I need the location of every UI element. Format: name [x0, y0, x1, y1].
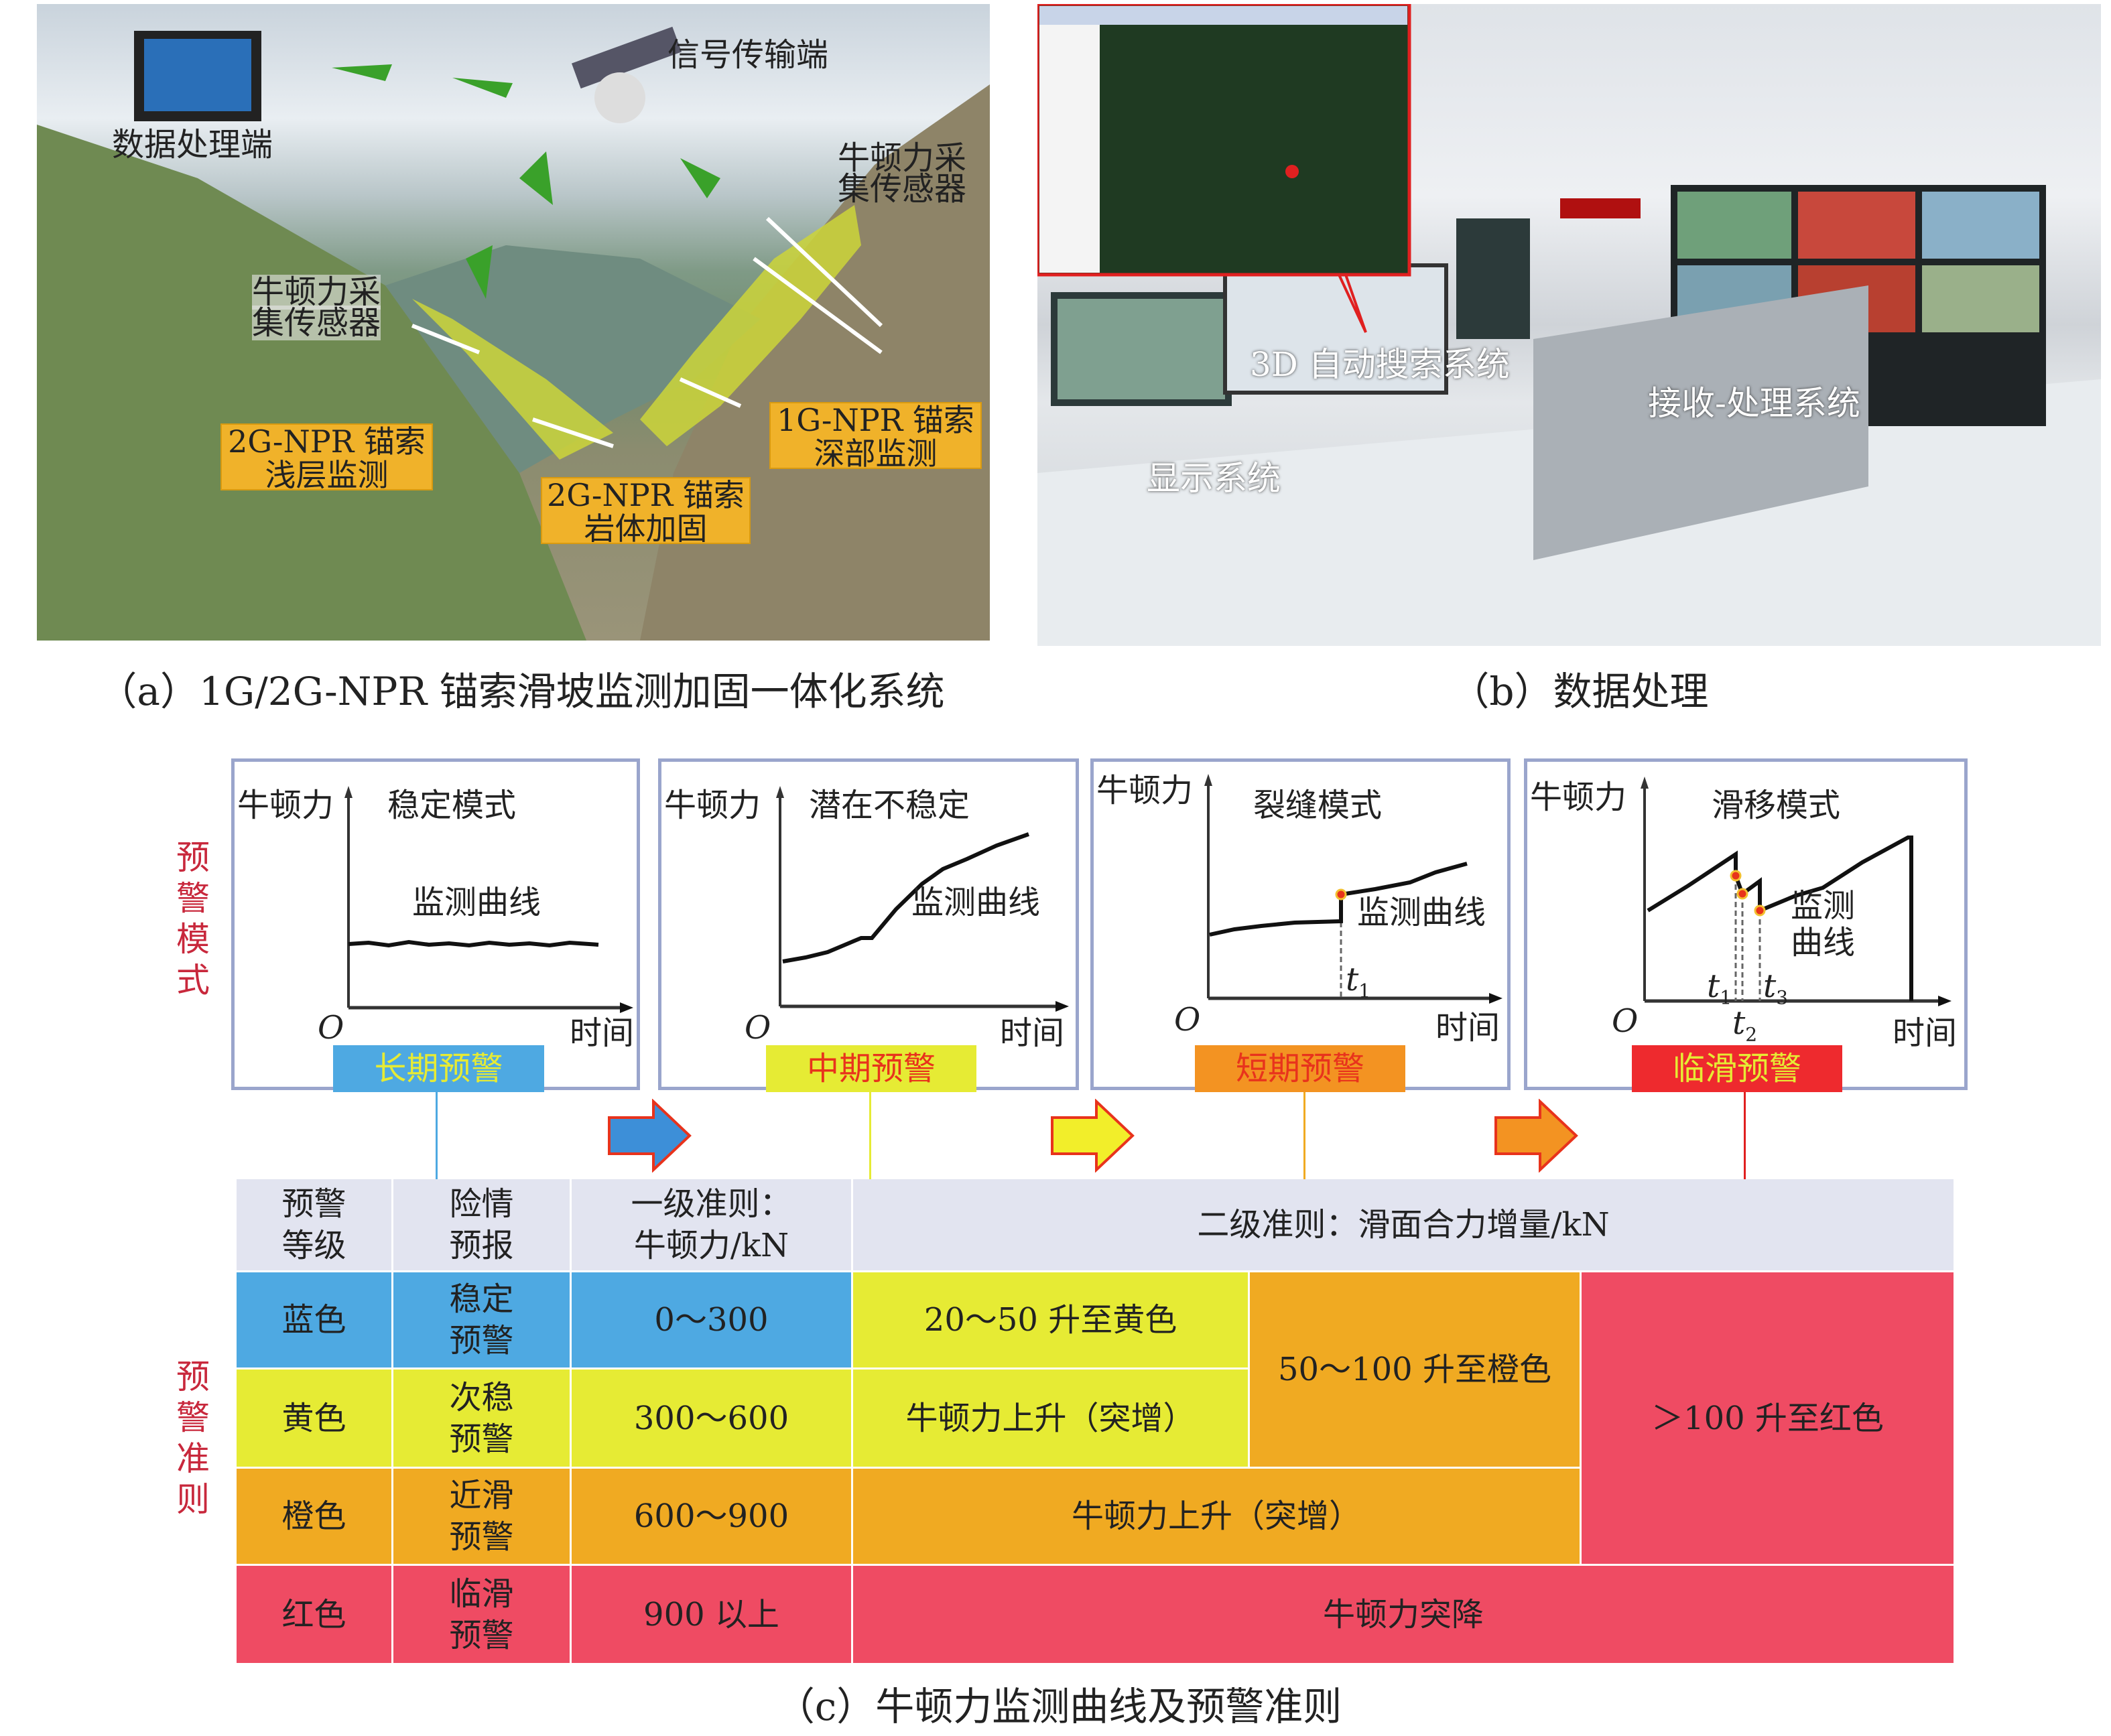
y-axis-label: 牛顿力 — [664, 787, 761, 824]
curve-label: 监测曲线 — [911, 884, 1041, 921]
sensor-left-label-1: 牛顿力采 — [252, 273, 381, 311]
t2-label: t2 — [1732, 1004, 1758, 1046]
arrow-right-icon-blue — [608, 1099, 692, 1173]
row-orange-secondary: 牛顿力上升（突增） — [853, 1469, 1582, 1566]
red-connector-line — [1744, 1032, 1746, 1292]
mode-panel-crack: 牛顿力 裂缝模式 监测曲线 t1 O 时间 短期预警 — [1090, 758, 1511, 1092]
monitoring-curve — [1209, 862, 1468, 937]
red-span-secondary: ＞100 升至红色 — [1582, 1272, 1954, 1566]
origin-label: O — [318, 1009, 344, 1047]
blue-connector-line — [436, 1008, 438, 1274]
mode-title: 滑移模式 — [1712, 787, 1841, 824]
orange-connector-line — [1303, 1035, 1305, 1272]
mode-panel-slip: 牛顿力 滑移模式 监测 曲线 t1 t3 t2 O 时间 临滑预警 — [1524, 758, 1968, 1092]
origin-label: O — [1612, 1002, 1639, 1040]
row-red-forecast: 临滑 预警 — [393, 1566, 572, 1663]
row-blue-level: 蓝色 — [237, 1272, 393, 1370]
caption-c: （c）牛顿力监测曲线及预警准则 — [775, 1684, 1342, 1729]
curve-label: 监测曲线 — [412, 884, 541, 921]
mode-panel-stable: 牛顿力 稳定模式 监测曲线 O 时间 长期预警 — [231, 758, 640, 1092]
crack-curve-chart — [1204, 774, 1502, 1004]
anchor-cables — [411, 216, 883, 448]
rock-reinforcement-box: 2G-NPR 锚索 岩体加固 — [541, 477, 751, 545]
warning-mode-side-label: 预警模式 — [176, 838, 210, 1000]
mountain-illustration — [37, 26, 990, 641]
header-level: 预警 等级 — [237, 1179, 393, 1272]
row-orange-primary: 600～900 — [572, 1469, 853, 1566]
mode-panel-potential-unstable: 牛顿力 潜在不稳定 监测曲线 O 时间 中期预警 — [658, 758, 1079, 1092]
mode-title: 潜在不稳定 — [809, 787, 970, 824]
caption-b: （b）数据处理 — [1450, 669, 1709, 714]
t3-label: t3 — [1763, 967, 1789, 1009]
sensor-right-label-1: 牛顿力采 — [838, 139, 967, 177]
row-blue-forecast: 稳定 预警 — [393, 1272, 572, 1370]
orange-span-secondary: 50～100 升至橙色 — [1250, 1272, 1582, 1469]
signal-wave-icons — [332, 64, 720, 299]
yellow-connector-line — [869, 1035, 871, 1274]
curve-label-1: 监测 — [1791, 887, 1856, 925]
deep-monitoring-box: 1G-NPR 锚索 深部监测 — [769, 402, 982, 470]
mid-term-warning-badge: 中期预警 — [766, 1045, 976, 1092]
row-blue-primary: 0～300 — [572, 1272, 853, 1370]
warning-criteria-side-label: 预警准则 — [176, 1357, 210, 1519]
monitoring-curve — [782, 832, 1030, 963]
x-axis-label: 时间 — [1435, 1009, 1500, 1047]
row-yellow-level: 黄色 — [237, 1370, 393, 1469]
t1-label: t1 — [1346, 961, 1371, 1002]
crack-point-marker — [1335, 888, 1347, 900]
mode-title: 裂缝模式 — [1253, 787, 1383, 824]
control-room-photo: 3D 自动搜索系统 接收-处理系统 显示系统 — [1037, 4, 2101, 646]
header-secondary: 二级准则：滑面合力增量/kN — [853, 1179, 1954, 1272]
short-term-warning-badge: 短期预警 — [1195, 1045, 1405, 1092]
control-room-illustration — [1037, 4, 2101, 646]
row-red-primary: 900 以上 — [572, 1566, 853, 1663]
caption-a: （a）1G/2G-NPR 锚索滑坡监测加固一体化系统 — [98, 669, 945, 714]
potential-unstable-curve-chart — [776, 786, 1069, 1012]
sensor-right-label-2: 集传感器 — [838, 170, 967, 208]
x-axis-label: 时间 — [570, 1014, 635, 1052]
signal-transmitter-label: 信号传输端 — [667, 36, 829, 74]
arrow-right-icon-orange — [1494, 1099, 1578, 1173]
shallow-monitoring-box: 2G-NPR 锚索 浅层监测 — [220, 423, 433, 492]
row-yellow-forecast: 次稳 预警 — [393, 1370, 572, 1469]
header-forecast: 险情 预报 — [393, 1179, 572, 1272]
3d-search-label: 3D 自动搜索系统 — [1250, 345, 1510, 384]
x-axis-label: 时间 — [1000, 1014, 1065, 1052]
satellite-icon — [571, 26, 682, 123]
long-term-warning-badge: 长期预警 — [333, 1045, 544, 1092]
header-primary: 一级准则： 牛顿力/kN — [572, 1179, 853, 1272]
mode-title: 稳定模式 — [387, 787, 517, 824]
row-orange-forecast: 近滑 预警 — [393, 1469, 572, 1566]
y-axis-label: 牛顿力 — [237, 787, 334, 824]
row-orange-level: 橙色 — [237, 1469, 393, 1566]
curve-label-2: 曲线 — [1791, 924, 1856, 961]
slip-point-markers — [1730, 870, 1766, 917]
sensor-left-label-2: 集传感器 — [252, 304, 381, 342]
row-yellow-primary: 300～600 — [572, 1370, 853, 1469]
row-red-secondary: 牛顿力突降 — [853, 1566, 1954, 1663]
origin-label: O — [1174, 1001, 1201, 1039]
landslide-system-photo: 信号传输端 数据处理端 牛顿力采 集传感器 牛顿力采 集传感器 2G-NPR 锚… — [37, 4, 990, 641]
x-axis-label: 时间 — [1893, 1014, 1958, 1052]
t1-label: t1 — [1707, 967, 1732, 1009]
curve-label: 监测曲线 — [1357, 894, 1486, 931]
row-blue-secondary: 20～50 升至黄色 — [853, 1272, 1250, 1370]
data-processor-label: 数据处理端 — [112, 126, 273, 163]
monitoring-curve — [348, 939, 599, 948]
display-system-label: 显示系统 — [1147, 459, 1281, 498]
y-axis-label: 牛顿力 — [1530, 779, 1627, 816]
row-red-level: 红色 — [237, 1566, 393, 1663]
origin-label: O — [745, 1009, 771, 1047]
slip-curve-chart — [1641, 777, 1952, 1006]
y-axis-label: 牛顿力 — [1096, 772, 1194, 809]
row-yellow-secondary: 牛顿力上升（突增） — [853, 1370, 1250, 1469]
receive-process-label: 接收-处理系统 — [1648, 384, 1860, 423]
imminent-slide-warning-badge: 临滑预警 — [1632, 1045, 1842, 1092]
stable-curve-chart — [344, 786, 633, 1013]
arrow-right-icon-yellow — [1051, 1099, 1135, 1173]
